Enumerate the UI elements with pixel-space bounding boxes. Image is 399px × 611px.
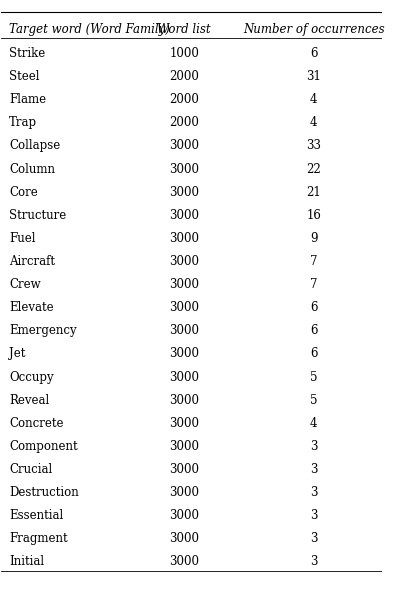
Text: 4: 4 [310, 116, 318, 130]
Text: 3: 3 [310, 486, 318, 499]
Text: 6: 6 [310, 301, 318, 314]
Text: 7: 7 [310, 255, 318, 268]
Text: 3000: 3000 [169, 163, 200, 175]
Text: Reveal: Reveal [9, 393, 49, 407]
Text: Essential: Essential [9, 509, 63, 522]
Text: Target word (Word Family): Target word (Word Family) [9, 23, 170, 35]
Text: 3000: 3000 [169, 371, 200, 384]
Text: 3000: 3000 [169, 301, 200, 314]
Text: 3000: 3000 [169, 440, 200, 453]
Text: Concrete: Concrete [9, 417, 63, 430]
Text: 4: 4 [310, 417, 318, 430]
Text: 6: 6 [310, 47, 318, 60]
Text: 1000: 1000 [169, 47, 199, 60]
Text: 3: 3 [310, 463, 318, 476]
Text: 3000: 3000 [169, 555, 200, 568]
Text: Steel: Steel [9, 70, 40, 83]
Text: Elevate: Elevate [9, 301, 53, 314]
Text: Collapse: Collapse [9, 139, 60, 153]
Text: 3000: 3000 [169, 348, 200, 360]
Text: 2000: 2000 [169, 116, 199, 130]
Text: Aircraft: Aircraft [9, 255, 55, 268]
Text: Jet: Jet [9, 348, 26, 360]
Text: Emergency: Emergency [9, 324, 77, 337]
Text: Fuel: Fuel [9, 232, 36, 245]
Text: Strike: Strike [9, 47, 45, 60]
Text: 3000: 3000 [169, 532, 200, 546]
Text: 3000: 3000 [169, 417, 200, 430]
Text: Crew: Crew [9, 278, 41, 291]
Text: Fragment: Fragment [9, 532, 68, 546]
Text: 6: 6 [310, 348, 318, 360]
Text: 22: 22 [306, 163, 321, 175]
Text: 7: 7 [310, 278, 318, 291]
Text: 31: 31 [306, 70, 321, 83]
Text: 3000: 3000 [169, 393, 200, 407]
Text: Flame: Flame [9, 93, 46, 106]
Text: 4: 4 [310, 93, 318, 106]
Text: 3000: 3000 [169, 232, 200, 245]
Text: Occupy: Occupy [9, 371, 53, 384]
Text: Number of occurrences: Number of occurrences [243, 23, 385, 35]
Text: 2000: 2000 [169, 93, 199, 106]
Text: 2000: 2000 [169, 70, 199, 83]
Text: 3000: 3000 [169, 278, 200, 291]
Text: 6: 6 [310, 324, 318, 337]
Text: 21: 21 [306, 186, 321, 199]
Text: 3000: 3000 [169, 324, 200, 337]
Text: 3: 3 [310, 555, 318, 568]
Text: Crucial: Crucial [9, 463, 52, 476]
Text: 3000: 3000 [169, 486, 200, 499]
Text: 3000: 3000 [169, 463, 200, 476]
Text: Destruction: Destruction [9, 486, 79, 499]
Text: 3000: 3000 [169, 209, 200, 222]
Text: 33: 33 [306, 139, 321, 153]
Text: 3: 3 [310, 509, 318, 522]
Text: Core: Core [9, 186, 38, 199]
Text: Component: Component [9, 440, 78, 453]
Text: 3: 3 [310, 440, 318, 453]
Text: 3000: 3000 [169, 186, 200, 199]
Text: 16: 16 [306, 209, 321, 222]
Text: 3000: 3000 [169, 255, 200, 268]
Text: Initial: Initial [9, 555, 44, 568]
Text: 5: 5 [310, 393, 318, 407]
Text: 3: 3 [310, 532, 318, 546]
Text: Trap: Trap [9, 116, 37, 130]
Text: 3000: 3000 [169, 509, 200, 522]
Text: 5: 5 [310, 371, 318, 384]
Text: Column: Column [9, 163, 55, 175]
Text: 9: 9 [310, 232, 318, 245]
Text: Structure: Structure [9, 209, 66, 222]
Text: Word list: Word list [158, 23, 211, 35]
Text: 3000: 3000 [169, 139, 200, 153]
